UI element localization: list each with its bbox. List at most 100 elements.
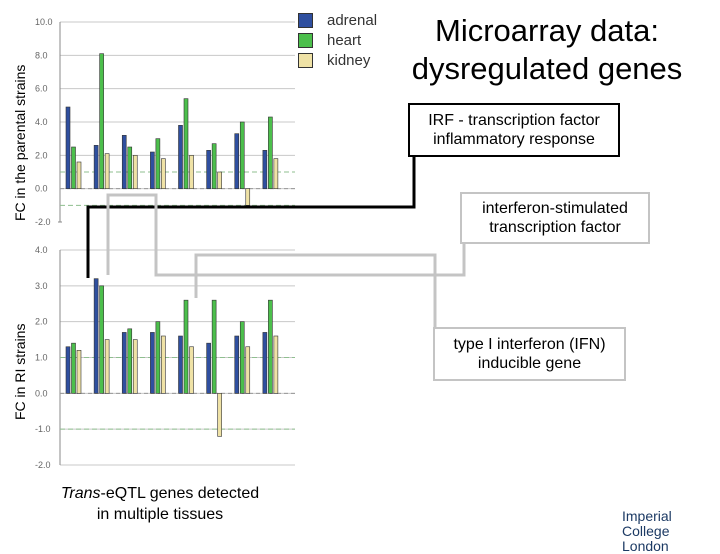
annotation-isg-line-2: transcription factor [489,219,621,236]
title-line-2: dysregulated genes [411,51,683,86]
bar-adrenal [121,332,127,394]
bar-kidney [132,339,138,394]
legend-item-heart: heart [298,30,377,50]
annotation-irf-line-1: IRF - transcription factor [428,112,600,129]
y-tick-label: 0.0 [35,184,48,194]
y-tick-label: 6.0 [35,84,48,94]
bar-adrenal [262,332,268,394]
bottom-panel-ylabel: FC in RI strains [12,323,28,420]
bar-adrenal [206,150,211,189]
y-tick-label: 3.0 [35,281,48,291]
bar-heart [239,321,245,394]
y-tick-label: 2.0 [35,317,48,327]
bar-kidney [132,155,138,189]
top-panel-chart: 10.0 8.0 6.0 4.0 2.0 0.0 -2.0 [35,17,295,227]
bar-kidney [104,153,110,189]
y-tick-label: 10.0 [35,17,53,27]
bar-kidney [273,158,279,189]
bar-kidney [217,171,222,189]
connector-isg [106,193,466,277]
bar-adrenal [121,135,127,189]
y-tick-label: 2.0 [35,150,48,160]
bar-kidney [76,350,82,394]
top-panel-ylabel: FC in the parental strains [12,64,28,221]
logo-line-2: London [622,538,669,554]
bar-adrenal [93,278,99,394]
y-tick-label: 4.0 [35,117,48,127]
bar-adrenal [150,332,155,394]
annotation-ifn-line-1: type I interferon (IFN) [453,336,606,353]
figure-caption: Trans-eQTL genes detected in multiple ti… [40,483,280,525]
bar-heart [183,98,189,189]
chart-legend: adrenal heart kidney [298,10,377,70]
page-title: Microarray data: dysregulated genes [394,12,700,88]
bar-kidney [245,188,251,206]
y-tick-label: 4.0 [35,245,48,255]
connector-irf [86,157,416,278]
legend-item-kidney: kidney [298,50,377,70]
bar-heart [99,53,104,189]
annotation-isg: interferon-stimulated transcription fact… [460,192,650,244]
bar-heart [99,285,104,394]
bar-kidney [217,393,222,437]
y-tick-label: 8.0 [35,50,48,60]
bar-heart [71,146,76,189]
bar-heart [268,299,273,394]
bar-adrenal [234,133,240,189]
bar-kidney [161,158,166,189]
bar-kidney [76,161,82,189]
bottom-panel-chart: 4.0 3.0 2.0 1.0 0.0 -1.0 -2.0 [35,245,295,470]
legend-swatch-heart [298,32,313,48]
bar-adrenal [206,342,211,394]
title-line-1: Microarray data: [435,13,659,48]
y-tick-label: -2.0 [35,460,51,470]
bar-heart [239,121,245,189]
legend-item-adrenal: adrenal [298,10,377,30]
legend-label-heart: heart [327,31,362,49]
bar-adrenal [178,125,183,189]
y-tick-label: -2.0 [35,217,51,227]
bar-heart [71,342,76,394]
legend-swatch-kidney [298,52,313,68]
bar-heart [211,299,217,394]
bar-kidney [189,155,194,189]
annotation-irf: IRF - transcription factor inflammatory … [408,103,620,157]
bar-adrenal [65,346,71,394]
bar-kidney [245,346,251,394]
annotation-isg-line-1: interferon-stimulated [482,200,628,217]
chart-canvas: 10.0 8.0 6.0 4.0 2.0 0.0 -2.0 4.0 3.0 2.0 1.0 0.0 -… [35,17,466,470]
annotation-irf-line-2: inflammatory response [433,131,595,148]
bar-heart [268,116,273,189]
y-tick-label: -1.0 [35,424,51,434]
bar-adrenal [262,150,268,189]
legend-swatch-adrenal [298,12,313,28]
connector-lines [86,157,466,327]
logo-line-1: Imperial College [622,508,672,539]
bar-heart [155,138,161,189]
connector-ifn [194,253,437,327]
imperial-college-logo: Imperial College London [622,509,720,554]
y-tick-label: 0.0 [35,388,48,398]
annotation-ifn-line-2: inducible gene [477,355,582,372]
caption-emphasis: Trans [60,485,101,502]
bar-kidney [189,346,194,394]
legend-label-adrenal: adrenal [327,11,378,29]
bar-adrenal [150,151,155,189]
bar-heart [127,146,133,189]
bar-heart [183,299,189,394]
annotation-ifn: type I interferon (IFN) inducible gene [433,327,626,381]
bar-heart [127,328,133,394]
bar-heart [211,143,217,189]
bar-kidney [161,335,166,394]
caption-line-2: in multiple tissues [96,506,224,523]
bar-adrenal [234,335,240,394]
bar-kidney [104,339,110,394]
bar-heart [155,321,161,394]
y-tick-label: 1.0 [35,353,48,363]
legend-label-kidney: kidney [327,51,371,69]
bar-adrenal [65,106,71,189]
bar-kidney [273,335,279,394]
caption-line-1: Trans-eQTL genes detected [40,483,280,504]
bar-adrenal [93,145,99,189]
bar-adrenal [178,335,183,394]
